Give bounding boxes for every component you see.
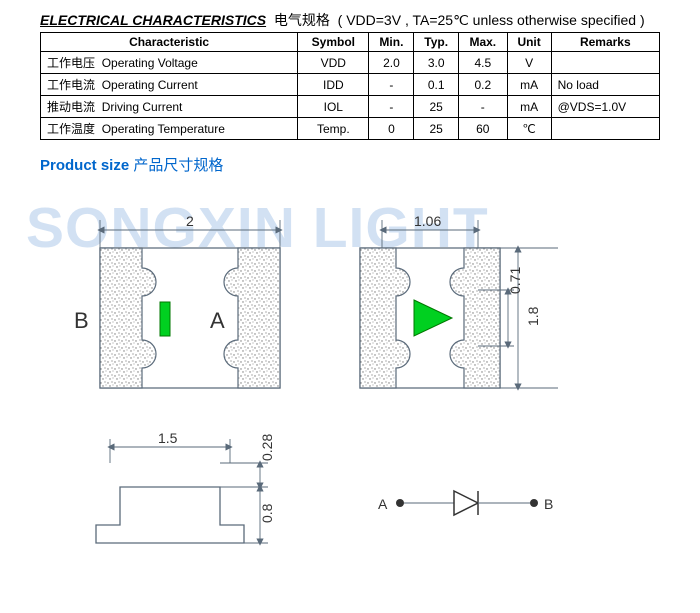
table-row: 工作电流 Operating Current IDD-0.10.2mANo lo… bbox=[41, 74, 660, 96]
front-view: 1.06 1.8 0.71 bbox=[360, 213, 558, 388]
top-view: 2 B A bbox=[74, 213, 280, 388]
svg-text:0.71: 0.71 bbox=[507, 267, 523, 294]
svg-text:B: B bbox=[544, 496, 553, 512]
spec-table: Characteristic Symbol Min. Typ. Max. Uni… bbox=[40, 32, 660, 140]
schematic-symbol: A B bbox=[378, 491, 553, 515]
table-header-row: Characteristic Symbol Min. Typ. Max. Uni… bbox=[41, 33, 660, 52]
svg-text:1.8: 1.8 bbox=[525, 306, 541, 326]
svg-text:1.5: 1.5 bbox=[158, 430, 178, 446]
svg-text:2: 2 bbox=[186, 213, 194, 229]
svg-text:A: A bbox=[210, 308, 225, 333]
col-unit: Unit bbox=[507, 33, 551, 52]
svg-text:A: A bbox=[378, 496, 388, 512]
spec-title: ELECTRICAL CHARACTERISTICS 电气规格 ( VDD=3V… bbox=[40, 10, 660, 30]
table-row: 工作电压 Operating Voltage VDD2.03.04.5V bbox=[41, 52, 660, 74]
col-characteristic: Characteristic bbox=[41, 33, 298, 52]
mechanical-drawing: 2 B A 1.06 bbox=[40, 183, 660, 603]
col-typ: Typ. bbox=[414, 33, 459, 52]
col-remarks: Remarks bbox=[551, 33, 659, 52]
svg-text:0.8: 0.8 bbox=[259, 503, 275, 523]
col-max: Max. bbox=[459, 33, 508, 52]
svg-text:1.06: 1.06 bbox=[414, 213, 441, 229]
table-row: 工作温度 Operating Temperature Temp.02560℃ bbox=[41, 118, 660, 140]
side-view: 1.5 0.28 0.8 bbox=[96, 430, 275, 543]
col-min: Min. bbox=[369, 33, 414, 52]
svg-text:0.28: 0.28 bbox=[259, 434, 275, 461]
diagram-area: SONGXIN LIGHT 2 bbox=[40, 183, 660, 603]
svg-text:B: B bbox=[74, 308, 89, 333]
col-symbol: Symbol bbox=[298, 33, 369, 52]
table-row: 推动电流 Driving Current IOL-25-mA@VDS=1.0V bbox=[41, 96, 660, 118]
product-size-heading: Product size 产品尺寸规格 bbox=[40, 154, 660, 175]
